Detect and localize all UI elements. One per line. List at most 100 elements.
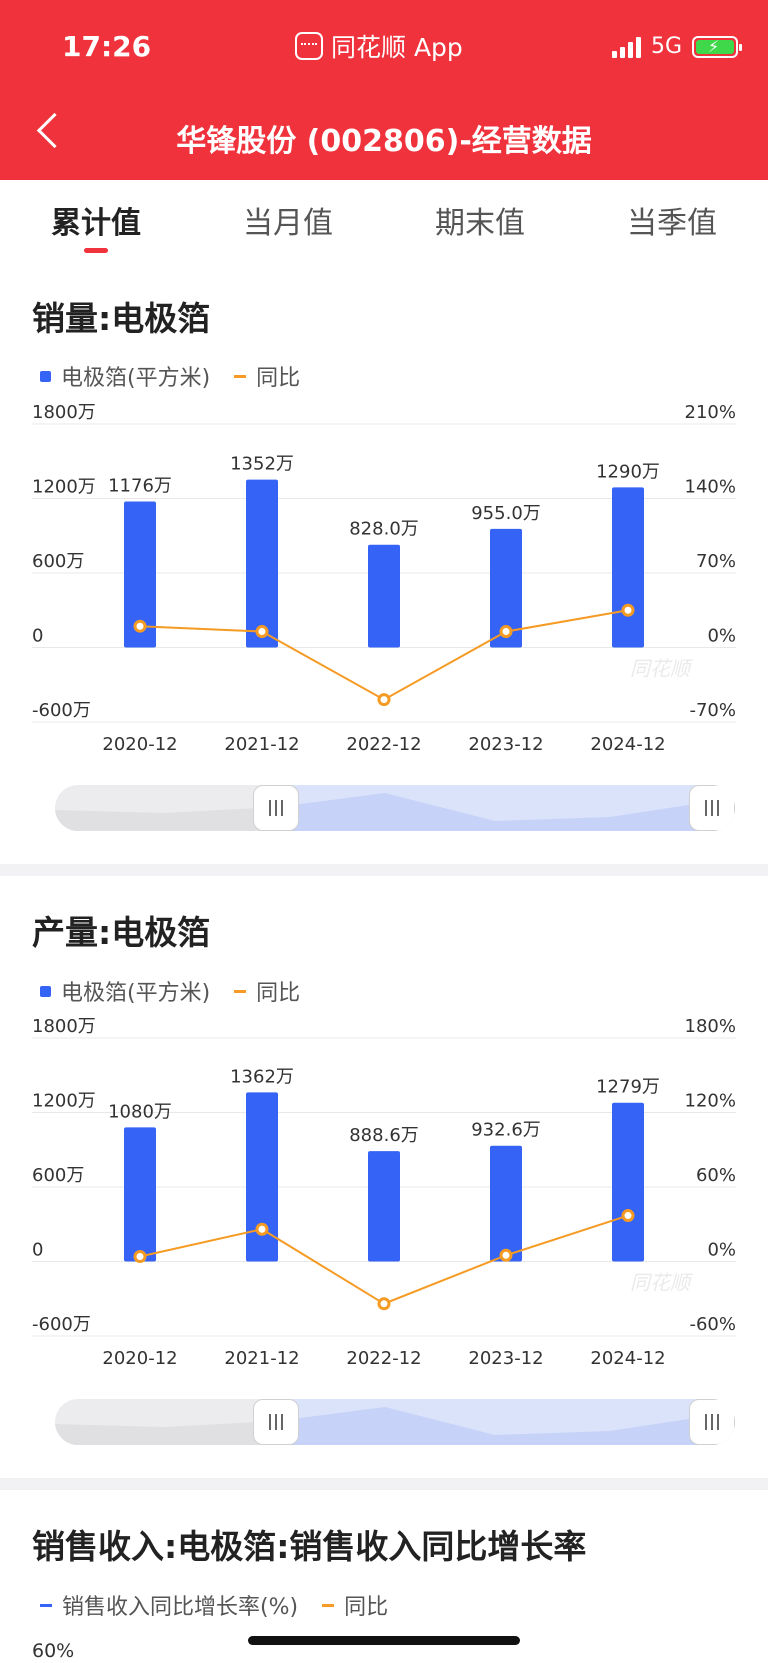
- y-left-tick-label: 0: [32, 626, 43, 647]
- output-section-title: 产量:电极箔: [32, 913, 211, 952]
- y-right-tick-label: -60%: [689, 1314, 736, 1335]
- bar-data-label: 932.6万: [471, 1120, 541, 1141]
- sales-legend[interactable]: 电极箔(平方米) 同比: [40, 360, 300, 392]
- bar: [246, 479, 278, 648]
- y-left-tick-label: 600万: [32, 1165, 84, 1186]
- slider-left-handle[interactable]: [253, 785, 299, 831]
- bar: [490, 528, 522, 648]
- network-label: 5G: [650, 34, 682, 59]
- bar-data-label: 1176万: [108, 475, 172, 496]
- x-tick-label: 2021-12: [224, 734, 299, 755]
- bar-data-label: 1279万: [596, 1077, 660, 1098]
- bar-legend-marker: [40, 985, 51, 997]
- bar-legend-label: 电极箔(平方米): [61, 981, 211, 1006]
- yoy-point: [499, 1248, 513, 1262]
- bar-legend-marker: [40, 370, 51, 382]
- bar: [490, 1145, 522, 1262]
- line-legend-marker: [234, 989, 247, 993]
- x-tick-label: 2021-12: [224, 1348, 299, 1369]
- y-left-tick-label: 0: [32, 1240, 43, 1261]
- y-right-tick-label: 0%: [707, 626, 736, 647]
- line-legend-label: 同比: [256, 981, 301, 1006]
- x-tick-label: 2022-12: [346, 734, 421, 755]
- x-tick-label: 2020-12: [102, 1348, 177, 1369]
- line-legend-label: 同比: [256, 366, 301, 391]
- yoy-point: [133, 1250, 147, 1264]
- line-legend-marker: [234, 374, 247, 378]
- page-title: 华锋股份 (002806)-经营数据: [176, 124, 592, 159]
- bar: [246, 1092, 278, 1262]
- tab-quarterly[interactable]: 当季值: [627, 206, 717, 241]
- y-right-tick-label: -70%: [689, 700, 736, 721]
- yoy-point: [377, 693, 391, 707]
- y-left-tick-label: 1200万: [32, 477, 96, 498]
- y-right-tick-label: 120%: [685, 1091, 736, 1112]
- x-tick-label: 2023-12: [468, 1348, 543, 1369]
- active-tab-indicator: [84, 248, 108, 253]
- yoy-point: [133, 619, 147, 633]
- yoy-point: [255, 625, 269, 639]
- slider-right-handle[interactable]: [689, 1399, 735, 1445]
- slider-selected-range: [277, 1399, 721, 1445]
- y-left-tick-label: -600万: [32, 1314, 91, 1335]
- slider-selected-preview: [277, 1407, 721, 1445]
- bar: [368, 544, 400, 648]
- chart-watermark: 同花顺: [630, 657, 694, 681]
- revenue-axis-tick: 60%: [32, 1640, 75, 1662]
- output-chart: 1800万 180% 1200万 120% 600万 60% 0 0% -600万 -60% 同花顺…: [32, 1016, 736, 1369]
- bar-data-label: 955.0万: [471, 503, 541, 524]
- app-logo-icon: [295, 32, 323, 60]
- slider-left-handle[interactable]: [253, 1399, 299, 1445]
- bar: [612, 1102, 644, 1262]
- sales-section-title: 销量:电极箔: [32, 299, 211, 338]
- sales-range-slider[interactable]: [55, 785, 735, 831]
- y-left-tick-label: -600万: [32, 700, 91, 721]
- x-tick-label: 2024-12: [590, 1348, 665, 1369]
- line-legend-label: 同比: [344, 1595, 389, 1620]
- yoy-point: [377, 1297, 391, 1311]
- output-range-slider[interactable]: [55, 1399, 735, 1445]
- bar-data-label: 888.6万: [349, 1125, 419, 1146]
- tab-period-end[interactable]: 期末值: [435, 206, 525, 241]
- section-divider: [0, 1478, 768, 1490]
- battery-icon: ⚡: [692, 35, 742, 58]
- status-indicators: 5G ⚡: [611, 34, 742, 59]
- slider-selected-preview: [277, 793, 721, 831]
- bar-data-label: 828.0万: [349, 519, 419, 540]
- status-time: 17:26: [62, 30, 152, 63]
- x-tick-label: 2024-12: [590, 734, 665, 755]
- y-right-tick-label: 140%: [685, 477, 736, 498]
- bar-data-label: 1290万: [596, 461, 660, 482]
- revenue-legend[interactable]: 销售收入同比增长率(%) 同比: [40, 1589, 388, 1621]
- y-left-tick-label: 1800万: [32, 1016, 96, 1037]
- y-left-tick-label: 600万: [32, 551, 84, 572]
- output-legend[interactable]: 电极箔(平方米) 同比: [40, 975, 300, 1007]
- slider-selected-range: [277, 785, 721, 831]
- yoy-point: [255, 1222, 269, 1236]
- y-right-tick-label: 70%: [696, 551, 736, 572]
- x-tick-label: 2020-12: [102, 734, 177, 755]
- line-legend-marker: [322, 1603, 335, 1607]
- growth-legend-label: 销售收入同比增长率(%): [62, 1595, 299, 1620]
- tab-cumulative[interactable]: 累计值: [51, 206, 141, 241]
- chart-watermark: 同花顺: [630, 1271, 694, 1295]
- bar-legend-label: 电极箔(平方米): [61, 366, 211, 391]
- app-header: 17:26 同花顺 App 5G ⚡ 华锋股份 (002806)-经营数据: [0, 0, 768, 180]
- y-left-tick-label: 1200万: [32, 1091, 96, 1112]
- y-left-tick-label: 1800万: [32, 402, 96, 423]
- bar-data-label: 1362万: [230, 1066, 294, 1087]
- tab-monthly[interactable]: 当月值: [243, 206, 333, 241]
- bar-data-label: 1352万: [230, 454, 294, 475]
- x-tick-label: 2022-12: [346, 1348, 421, 1369]
- revenue-section-title: 销售收入:电极箔:销售收入同比增长率: [32, 1527, 587, 1566]
- slider-right-handle[interactable]: [689, 785, 735, 831]
- section-divider: [0, 864, 768, 876]
- tab-bar: 累计值 当月值 期末值 当季值: [0, 180, 768, 250]
- sales-chart: 1800万 210% 1200万 140% 600万 70% 0 0% -600万 -70% 同花顺…: [32, 402, 736, 755]
- x-tick-label: 2023-12: [468, 734, 543, 755]
- status-app-indicator[interactable]: 同花顺 App: [295, 28, 463, 64]
- home-indicator[interactable]: [248, 1636, 520, 1645]
- signal-icon: [611, 36, 641, 58]
- bar: [124, 501, 156, 648]
- y-right-tick-label: 210%: [685, 402, 736, 423]
